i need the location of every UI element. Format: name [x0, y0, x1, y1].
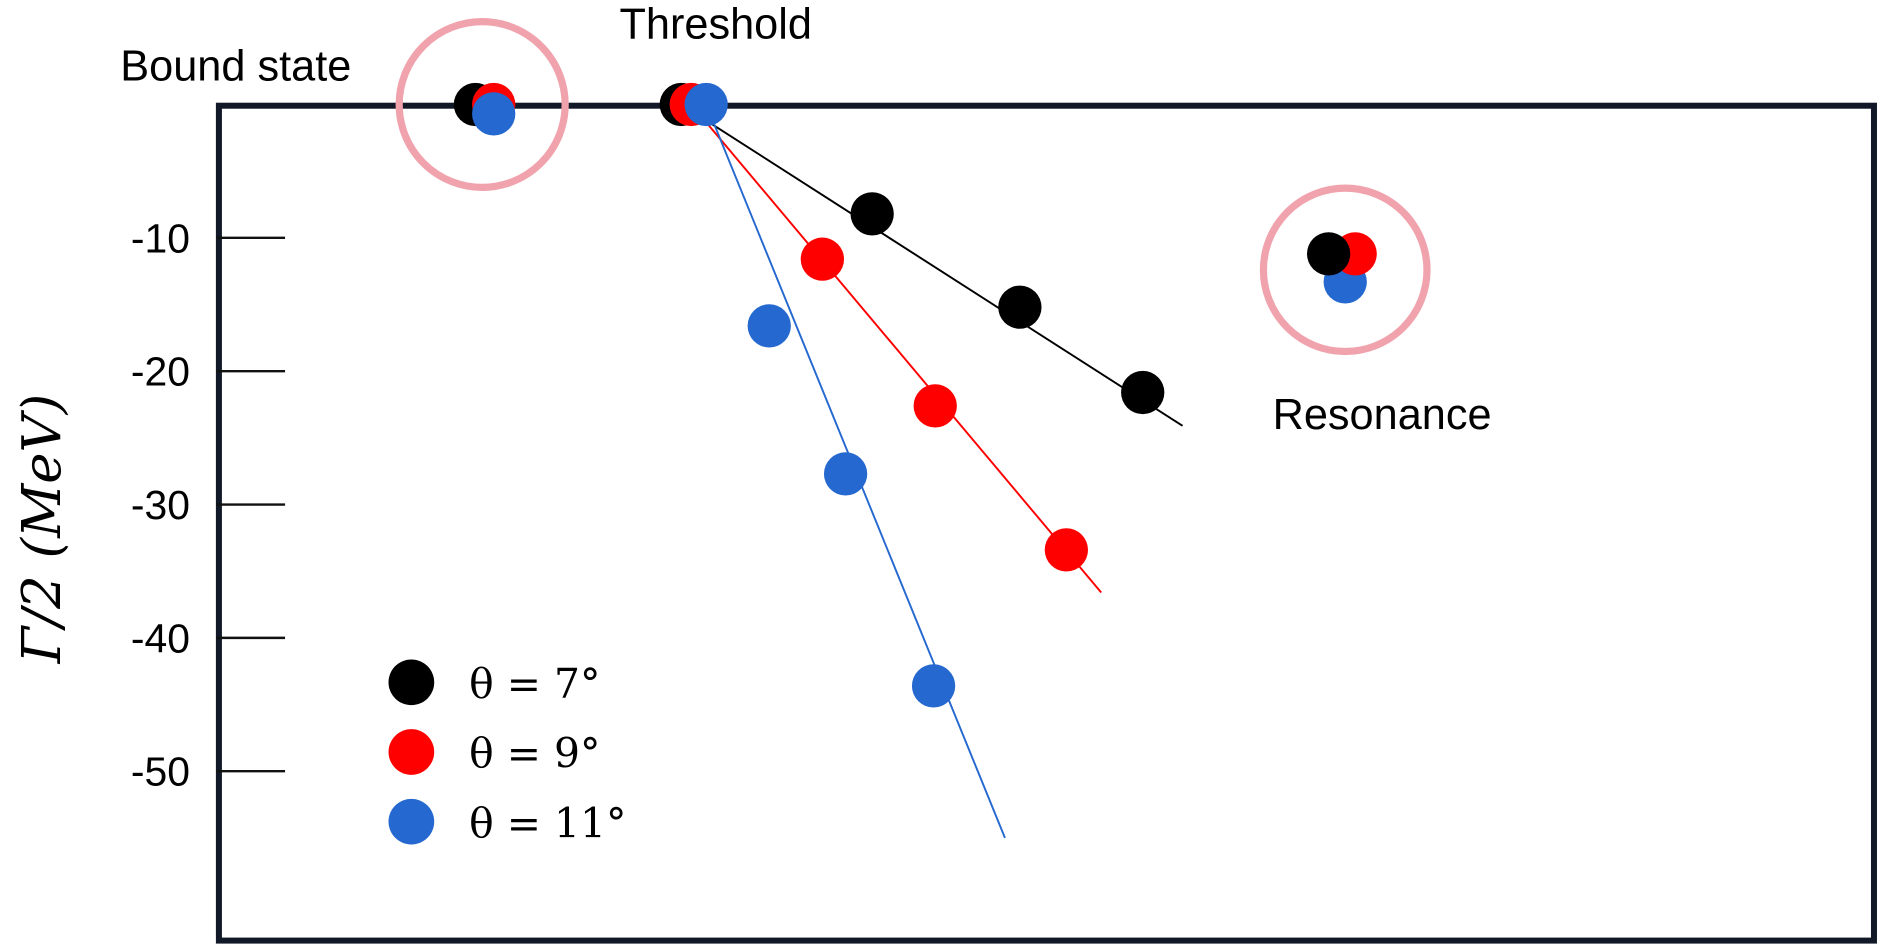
y-axis-label: Γ/2 (MeV): [12, 394, 73, 665]
legend-marker-2: [388, 798, 435, 845]
continuum-line-1: [690, 103, 1102, 594]
annotation-bound-state: Bound state: [120, 43, 351, 91]
y-axis: -10 -20 -30 -40 -50: [131, 215, 286, 795]
resonance-point-0: [1306, 232, 1351, 276]
bound-state-point-2: [472, 92, 516, 136]
continuum-line-0: [680, 103, 1184, 427]
series-lines: [680, 103, 1184, 839]
plot-frame: [215, 102, 1877, 944]
legend-marker-1: [388, 729, 435, 775]
resonance-circle: [1259, 184, 1431, 356]
continuum-point-0-3: [1121, 370, 1165, 415]
legend-marker-0: [388, 659, 435, 706]
continuum-point-2-3: [911, 664, 956, 708]
legend-label-2: θ = 11°: [469, 799, 626, 847]
continuum-point-0-2: [998, 285, 1042, 329]
continuum-point-2-1: [747, 304, 791, 348]
annotation-threshold: Threshold: [619, 0, 812, 48]
continuum-point-1-1: [800, 237, 845, 281]
y-tick-label: -30: [131, 482, 190, 528]
continuum-point-0-1: [850, 192, 894, 236]
y-tick-label: -40: [131, 615, 190, 661]
y-tick-label: -20: [131, 349, 190, 395]
data-points: [453, 82, 1377, 708]
highlight-circles: [395, 18, 1431, 356]
annotation-resonance: Resonance: [1273, 391, 1492, 439]
legend-label-0: θ = 7°: [469, 660, 600, 708]
continuum-point-2-2: [823, 452, 868, 496]
continuum-point-1-3: [1044, 528, 1089, 572]
continuum-point-2-0: [684, 82, 728, 127]
legend: θ = 7° θ = 9° θ = 11°: [388, 659, 626, 847]
y-tick-label: -10: [131, 215, 190, 261]
y-tick-label: -50: [131, 749, 190, 795]
bound-state-circle: [395, 18, 569, 192]
legend-label-1: θ = 9°: [469, 730, 600, 778]
continuum-point-1-2: [913, 384, 957, 428]
